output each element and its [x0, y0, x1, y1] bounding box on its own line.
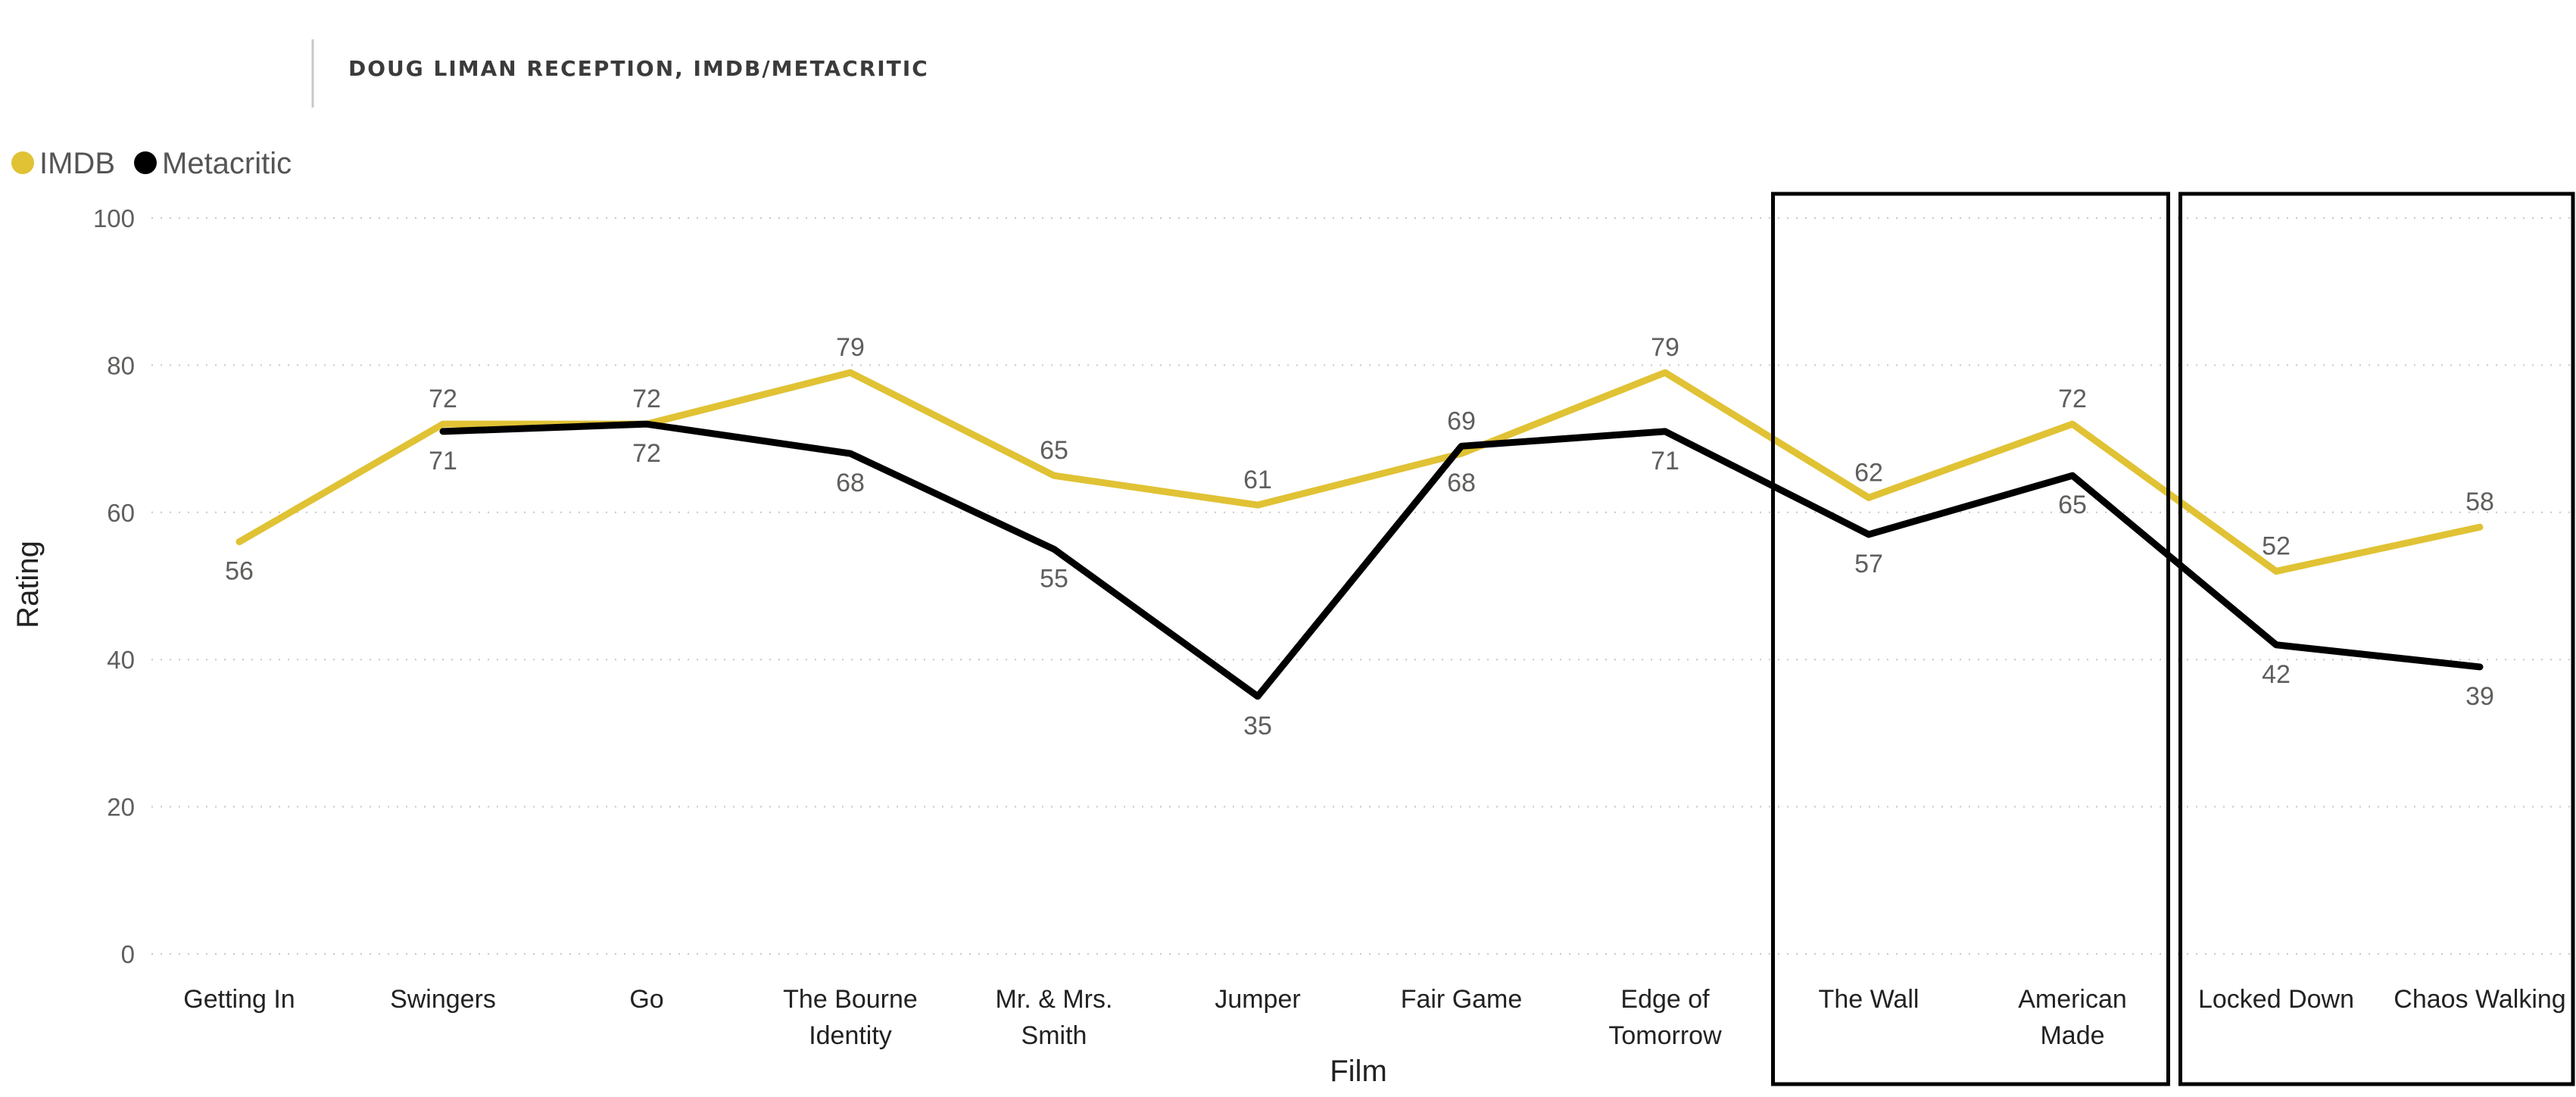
x-tick-label: Fair Game — [1401, 985, 1523, 1014]
data-label: 55 — [1040, 564, 1068, 593]
data-label: 52 — [2262, 532, 2291, 561]
data-label: 72 — [429, 385, 457, 413]
y-tick-label: 100 — [93, 204, 135, 232]
data-label: 79 — [1651, 333, 1679, 362]
gridlines — [151, 217, 2571, 955]
data-label: 56 — [225, 557, 254, 586]
y-axis-title: Rating — [11, 541, 45, 628]
legend-marker — [11, 151, 34, 174]
data-label: 71 — [429, 447, 457, 475]
data-label: 71 — [1651, 447, 1679, 475]
series-lines — [235, 369, 2484, 700]
y-tick-label: 0 — [121, 940, 135, 968]
y-axis-ticks: 0 20 40 60 80 100 — [93, 204, 135, 968]
series-line — [439, 420, 2484, 700]
data-label: 72 — [632, 385, 661, 413]
x-tick-label: Go — [629, 985, 663, 1014]
x-axis-ticks: Getting In Swingers Go The Bourne Identity Mr… — [183, 985, 2565, 1050]
chart-title: DOUG LIMAN RECEPTION, IMDB/METACRITIC — [348, 56, 929, 81]
x-tick-label: The Bourne — [783, 985, 918, 1014]
data-label: 68 — [836, 469, 865, 497]
x-tick-label: Tomorrow — [1608, 1021, 1722, 1050]
highlight-boxes — [1771, 192, 2575, 1086]
y-tick-label: 80 — [107, 351, 135, 379]
x-tick-label: American — [2018, 985, 2127, 1014]
x-tick-label: Made — [2040, 1021, 2104, 1050]
data-label: 72 — [632, 439, 661, 468]
x-tick-label: Mr. & Mrs. — [996, 985, 1113, 1014]
x-tick-label: Smith — [1021, 1021, 1087, 1050]
y-tick-label: 60 — [107, 499, 135, 527]
data-label: 58 — [2465, 488, 2494, 516]
highlight-box — [1771, 192, 2170, 1086]
x-tick-label: Getting In — [183, 985, 295, 1014]
data-label: 79 — [836, 333, 865, 362]
x-tick-label: Identity — [809, 1021, 892, 1050]
data-label: 42 — [2262, 660, 2291, 689]
data-label: 35 — [1243, 712, 1272, 740]
highlight-box — [2178, 192, 2575, 1086]
legend-label: IMDB — [39, 147, 115, 180]
x-axis-title: Film — [1330, 1055, 1387, 1088]
data-labels: 56 72 71 72 72 79 68 65 55 61 35 69 68 79 71 62 57 72 65 52… — [225, 333, 2494, 740]
legend-marker — [134, 151, 157, 174]
data-label: 65 — [2058, 491, 2087, 519]
data-label: 69 — [1447, 407, 1476, 435]
x-tick-label: Chaos Walking — [2394, 985, 2565, 1014]
x-tick-label: Locked Down — [2198, 985, 2354, 1014]
data-label: 39 — [2465, 682, 2494, 711]
x-tick-label: Jumper — [1215, 985, 1300, 1014]
x-tick-label: Swingers — [390, 985, 496, 1014]
legend-label: Metacritic — [162, 147, 292, 180]
y-tick-label: 40 — [107, 646, 135, 674]
data-label: 65 — [1040, 436, 1068, 465]
x-tick-label: The Wall — [1819, 985, 1920, 1014]
data-label: 57 — [1854, 550, 1883, 578]
legend: IMDB Metacritic — [11, 147, 292, 180]
x-tick-label: Edge of — [1620, 985, 1710, 1014]
data-label: 61 — [1243, 466, 1272, 494]
data-label: 62 — [1854, 458, 1883, 487]
data-label: 72 — [2058, 385, 2087, 413]
series-line — [235, 369, 2484, 575]
y-tick-label: 20 — [107, 793, 135, 821]
data-label: 68 — [1447, 469, 1476, 497]
